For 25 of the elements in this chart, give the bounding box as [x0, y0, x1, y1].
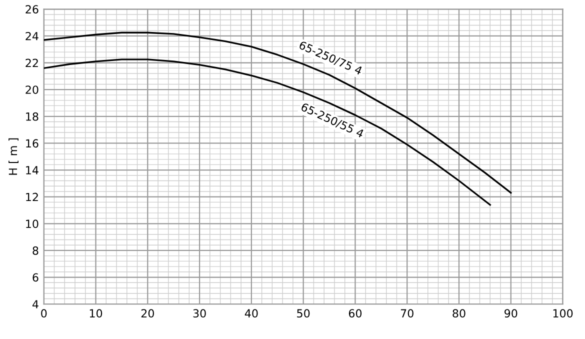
x-tick-label: 80 [452, 309, 466, 318]
x-tick-label: 90 [504, 309, 518, 318]
x-tick-label: 100 [553, 309, 573, 318]
y-tick-label: 22 [26, 58, 38, 67]
y-tick-label: 16 [26, 139, 38, 148]
y-tick-label: 4 [32, 300, 38, 308]
y-tick-label: 12 [26, 192, 38, 202]
x-tick-label: 70 [400, 309, 414, 318]
y-tick-label: 20 [26, 86, 38, 94]
y-axis-title: H [ m ] [8, 138, 18, 175]
x-tick-label: 50 [297, 309, 310, 318]
x-tick-label: 40 [244, 309, 258, 318]
x-tick-label: 60 [348, 309, 362, 318]
y-tick-label: 24 [26, 32, 38, 40]
x-tick-label: 0 [41, 309, 47, 318]
y-tick-label: 8 [32, 246, 38, 255]
x-tick-label: 20 [141, 309, 154, 318]
y-tick-label: 6 [32, 273, 38, 282]
line-series [44, 32, 512, 194]
y-tick-label: 26 [26, 5, 38, 14]
y-tick-label: 14 [26, 166, 38, 174]
y-tick-label: 10 [26, 220, 38, 228]
x-tick-label: 10 [90, 309, 102, 318]
y-tick-label: 18 [26, 112, 38, 121]
x-tick-label: 30 [193, 309, 206, 318]
